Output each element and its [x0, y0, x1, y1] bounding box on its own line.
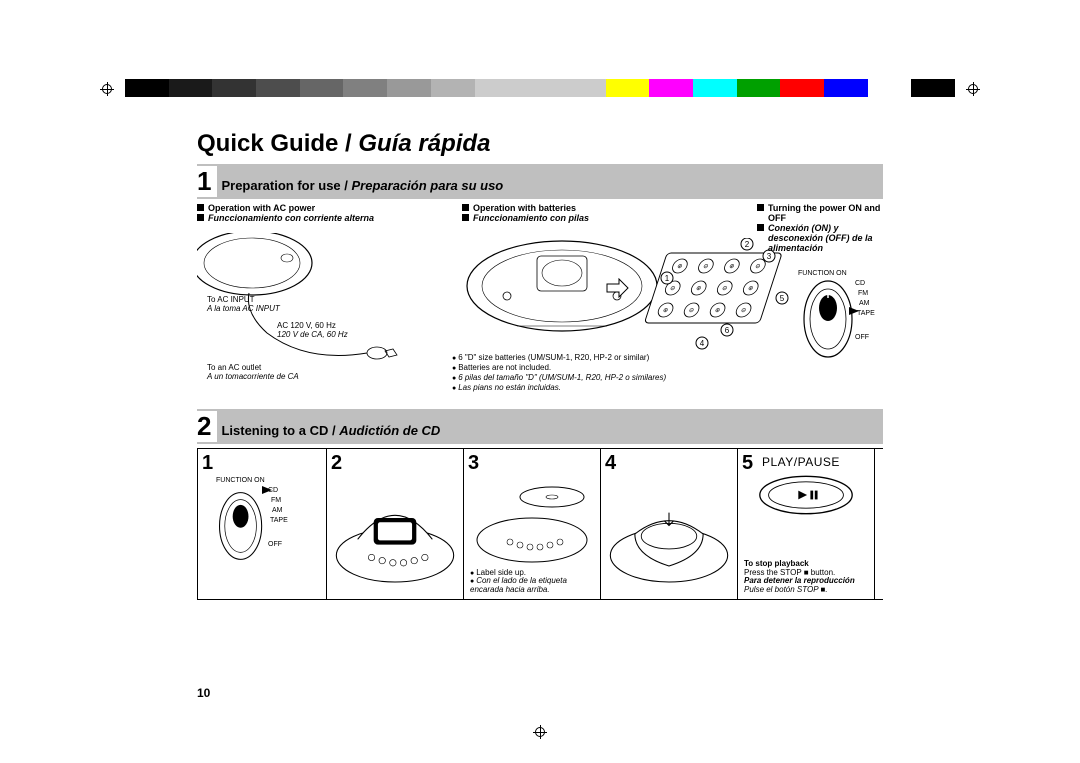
svg-text:5: 5 — [780, 294, 785, 303]
square-bullet-icon — [462, 214, 469, 221]
pointer-arrow-icon — [260, 485, 274, 495]
square-bullet-icon — [757, 224, 764, 231]
colA-heading: Operation with AC power Funccionamiento … — [197, 203, 447, 223]
page-title: Quick Guide / Guía rápida — [197, 130, 883, 158]
open-lid-illustration — [331, 479, 459, 589]
section2-title-es: Audictión de CD — [339, 423, 440, 438]
square-bullet-icon — [197, 214, 204, 221]
play-pause-button-illustration — [756, 473, 856, 517]
close-lid-illustration — [605, 479, 733, 589]
colB-heading: Operation with batteries Funccionamiento… — [462, 203, 642, 223]
reg-mark — [533, 725, 547, 739]
manual-page: Quick Guide / Guía rápida 1 Preparation … — [197, 130, 883, 700]
colC-heading: Turning the power ON and OFF Conexión (O… — [757, 203, 883, 253]
step-3: 3 Label side up. Con el lado de la etiqu… — [464, 449, 601, 599]
color-calibration-bar — [125, 79, 955, 97]
page-number: 10 — [197, 686, 210, 700]
square-bullet-icon — [757, 204, 764, 211]
section1-body: Operation with AC power Funccionamiento … — [197, 203, 883, 403]
section1-number: 1 — [197, 166, 217, 197]
insert-cd-illustration — [468, 475, 596, 565]
step-4: 4 — [601, 449, 738, 599]
play-pause-label: PLAY/PAUSE — [762, 455, 840, 469]
step3-caption: Label side up. Con el lado de la etiquet… — [470, 569, 595, 595]
section2-title-en: Listening to a CD — [221, 423, 328, 438]
section2-number: 2 — [197, 411, 217, 442]
arrow-right-icon — [605, 278, 629, 298]
reg-mark — [100, 82, 114, 96]
section1-title-en: Preparation for use — [221, 178, 340, 193]
square-bullet-icon — [462, 204, 469, 211]
svg-text:2: 2 — [745, 240, 750, 249]
battery-notes: 6 "D" size batteries (UM/SUM-1, R20, HP-… — [452, 353, 782, 393]
step-5: 5 PLAY/PAUSE To stop playback Press the … — [738, 449, 875, 599]
battery-compartment-illustration: ⊕⊖⊕⊖ ⊖⊕⊖⊕ ⊕⊖⊕⊖ 1 2 3 4 5 6 — [627, 238, 792, 353]
svg-text:1: 1 — [665, 274, 670, 283]
title-en: Quick Guide — [197, 130, 338, 157]
reg-mark — [966, 82, 980, 96]
ac-outlet-label: To an AC outlet A un tomacorriente de CA — [207, 363, 299, 381]
title-es: Guía rápida — [358, 130, 490, 157]
ac-spec-label: AC 120 V, 60 Hz 120 V de CA, 60 Hz — [277, 321, 348, 339]
step5-stop-note: To stop playback Press the STOP ■ button… — [744, 560, 869, 595]
section2-steps: 1 FUNCTION ON CD FM AM TAPE OFF 2 — [197, 448, 883, 600]
square-bullet-icon — [197, 204, 204, 211]
svg-text:4: 4 — [700, 339, 705, 348]
step-2: 2 — [327, 449, 464, 599]
step-1: 1 FUNCTION ON CD FM AM TAPE OFF — [198, 449, 327, 599]
svg-text:6: 6 — [725, 326, 730, 335]
section2-header: 2 Listening to a CD / Audictión de CD — [197, 409, 883, 444]
section1-title-es: Preparación para su uso — [352, 178, 504, 193]
section1-header: 1 Preparation for use / Preparación para… — [197, 164, 883, 199]
ac-input-label: To AC INPUT A la toma AC INPUT — [207, 295, 280, 313]
svg-text:3: 3 — [767, 252, 772, 261]
pointer-arrow-icon — [847, 306, 861, 316]
function-dial-illustration: FUNCTION ON CD FM AM TAPE OFF — [800, 278, 882, 360]
